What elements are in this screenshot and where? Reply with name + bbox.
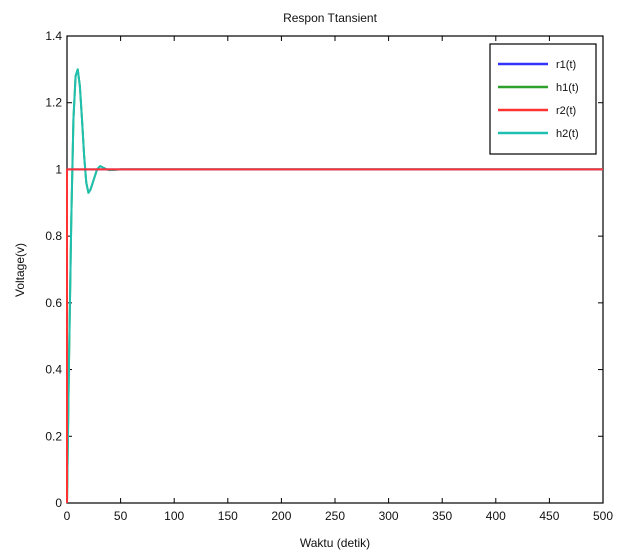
x-tick-label: 250 [325, 509, 345, 523]
y-tick-label: 0.8 [45, 229, 62, 243]
x-tick-label: 0 [64, 509, 71, 523]
x-tick-label: 50 [114, 509, 128, 523]
y-tick-label: 0.4 [45, 363, 62, 377]
x-tick-label: 100 [164, 509, 184, 523]
y-tick-label: 1.4 [45, 29, 62, 43]
chart-title: Respon Ttansient [283, 11, 378, 25]
legend-label: r1(t) [556, 59, 576, 71]
legend-label: h2(t) [556, 128, 579, 140]
y-tick-label: 0 [55, 496, 62, 510]
legend-label: h1(t) [556, 82, 579, 94]
x-tick-label: 350 [432, 509, 452, 523]
y-tick-label: 1.2 [45, 96, 62, 110]
legend-label: r2(t) [556, 105, 576, 117]
x-tick-label: 500 [593, 509, 613, 523]
series-layer [66, 68, 603, 504]
y-tick-label: 0.6 [45, 296, 62, 310]
legend: r1(t) h1(t) r2(t) h2(t) [489, 43, 597, 155]
x-tick-label: 200 [271, 509, 291, 523]
x-tick-label: 150 [218, 509, 238, 523]
legend-box [489, 43, 597, 155]
x-tick-label: 450 [539, 509, 559, 523]
series-line-r2t [66, 168, 603, 503]
x-tick-label: 300 [379, 509, 399, 523]
ticks-layer: 0 50 100 150 200 250 300 350 400 450 500 0 0.2 0.4 0.6… [45, 29, 613, 523]
y-axis-label: Voltage(v) [13, 243, 27, 297]
x-axis-label: Waktu (detik) [300, 536, 370, 550]
y-tick-label: 1 [55, 162, 62, 176]
x-tick-label: 400 [486, 509, 506, 523]
y-tick-label: 0.2 [45, 429, 62, 443]
